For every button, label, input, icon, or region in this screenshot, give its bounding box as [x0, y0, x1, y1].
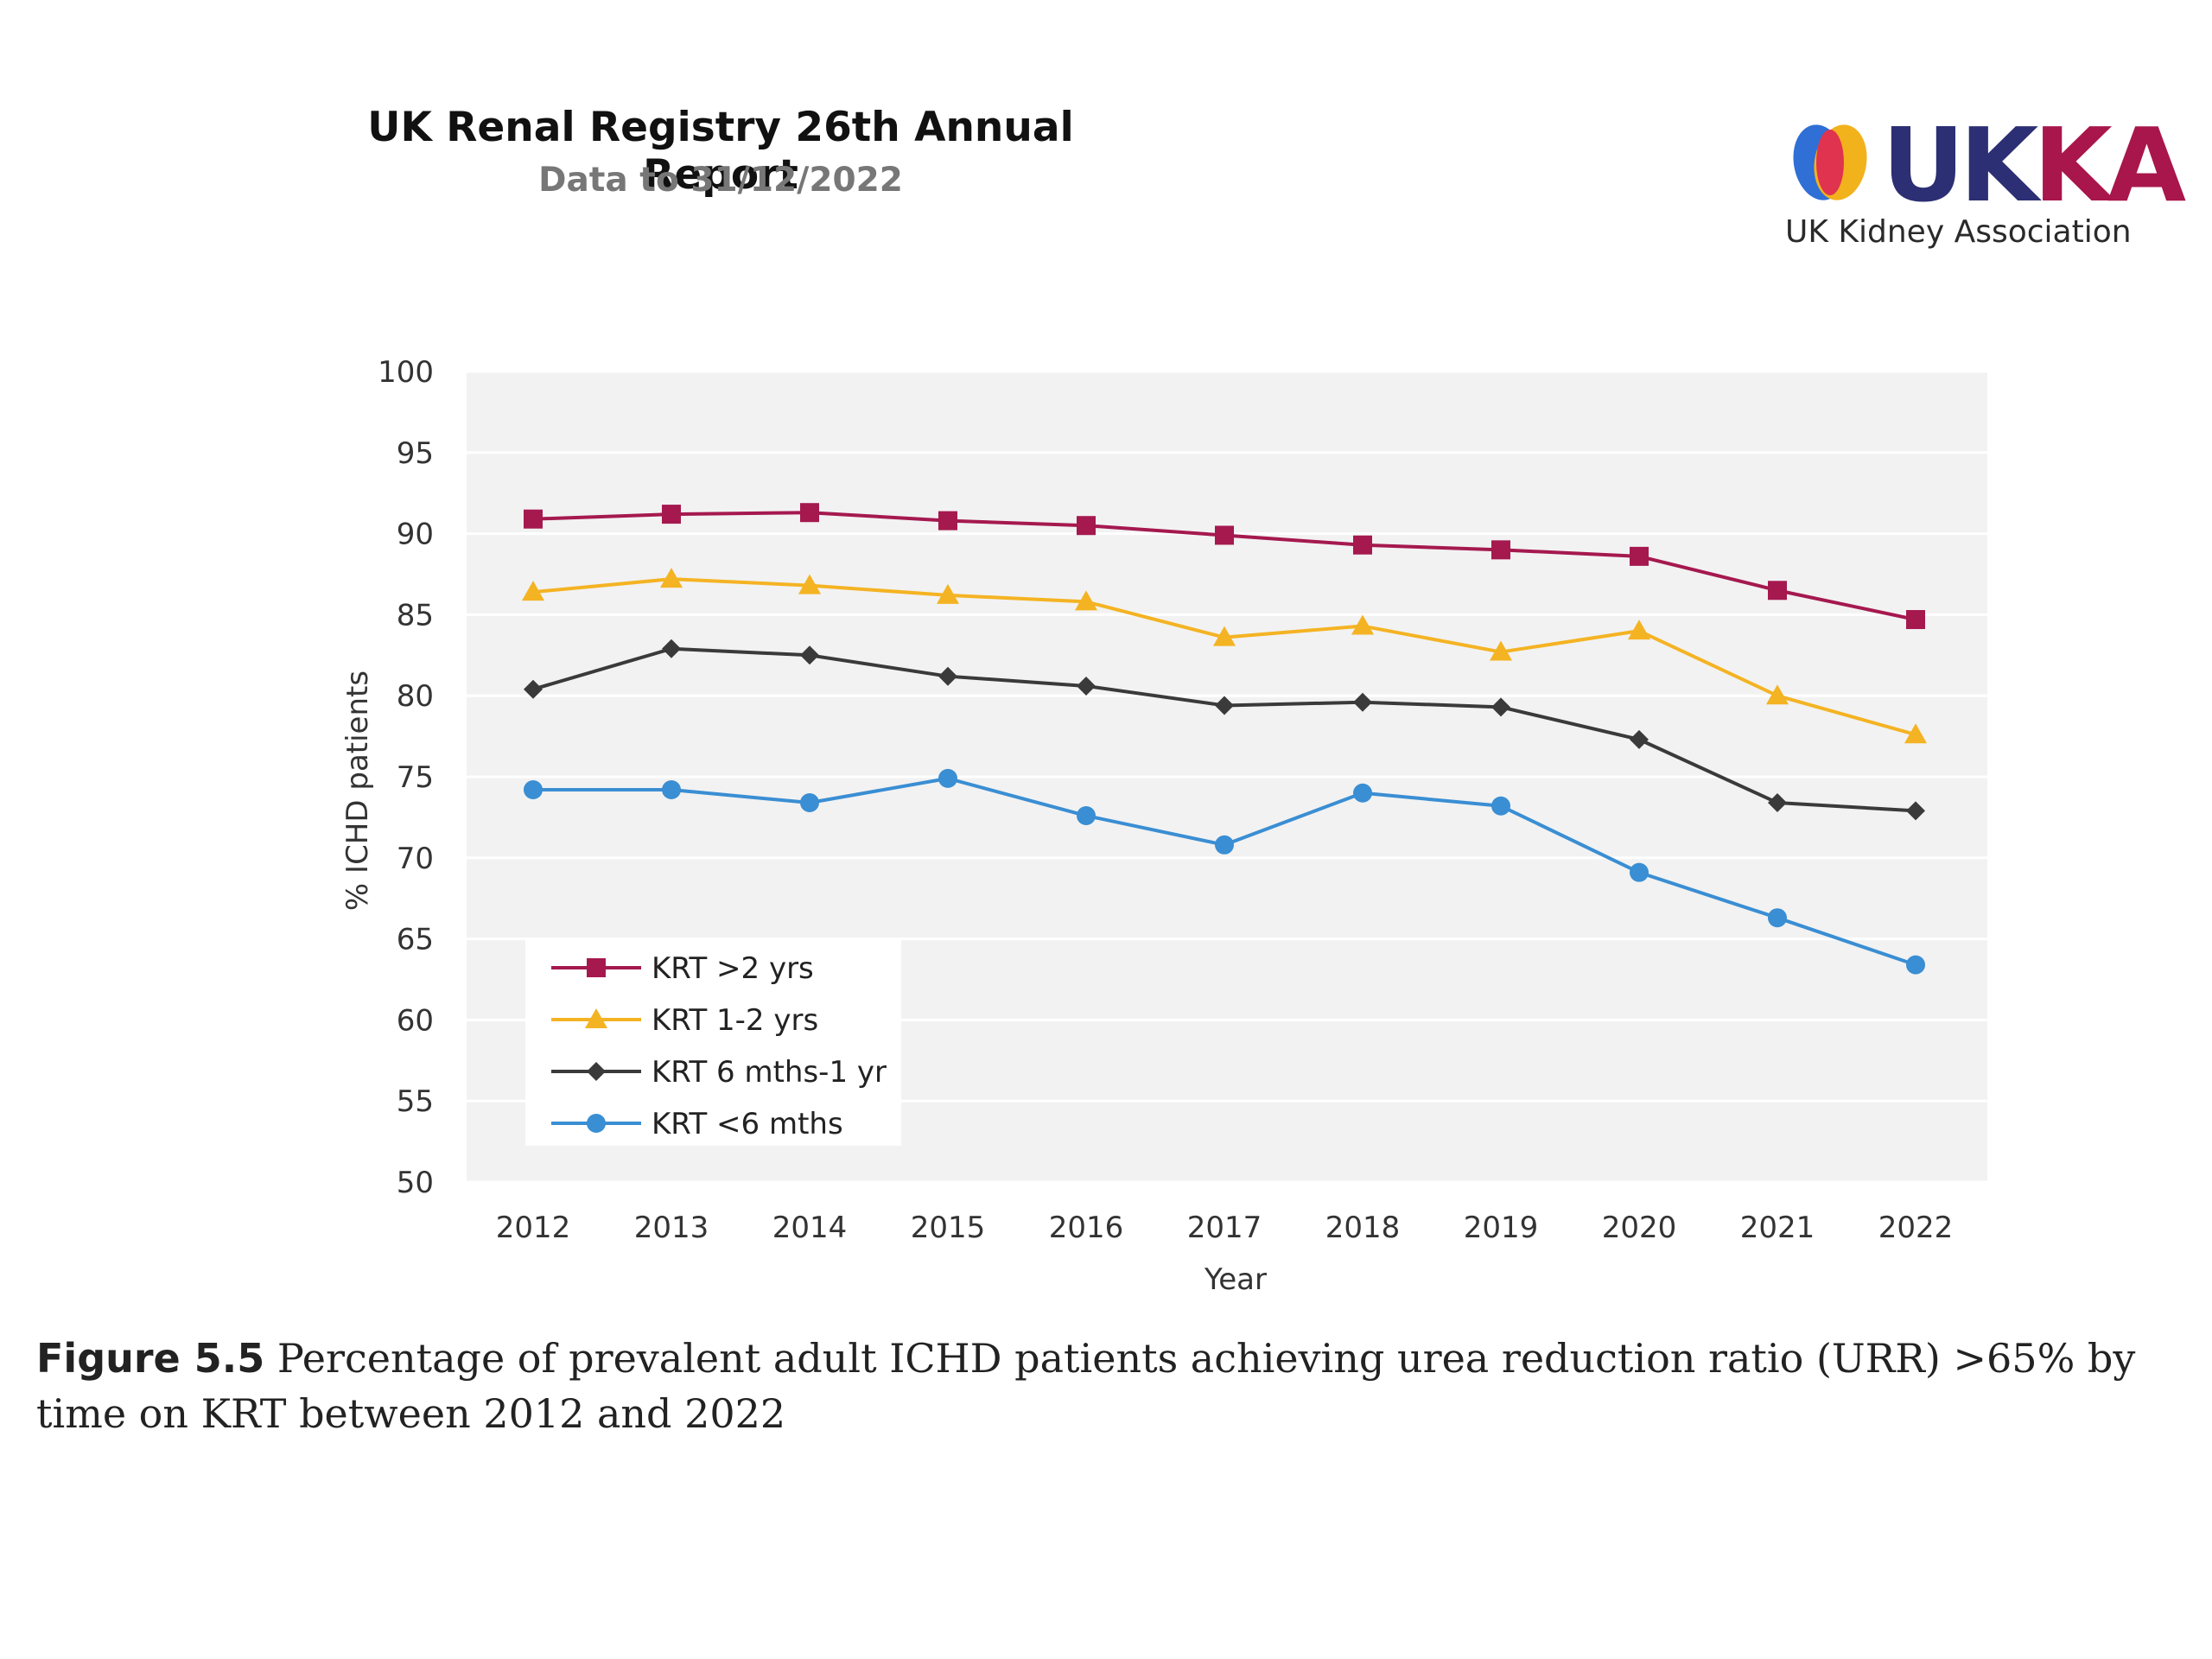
report-subtitle: Data to 31/12/2022: [538, 161, 903, 200]
legend-label: KRT >2 yrs: [652, 951, 814, 986]
legend: KRT >2 yrs KRT 1-2 yrs KRT 6 mths-1 yr KRT …: [525, 940, 901, 1146]
figure-label: Figure 5.5: [36, 1335, 265, 1382]
data-point: [524, 509, 543, 529]
series-3: [524, 639, 1925, 821]
data-point: [1215, 696, 1234, 715]
x-tick-label: 2015: [911, 1211, 986, 1245]
data-point: [1075, 590, 1097, 611]
y-tick-label: 90: [397, 518, 434, 552]
x-tick-label: 2020: [1602, 1211, 1677, 1245]
ukka-tagline: UK Kidney Association: [1785, 214, 2132, 250]
data-point: [1766, 684, 1789, 705]
y-tick-label: 70: [397, 842, 434, 876]
data-point: [1491, 796, 1510, 816]
data-point: [938, 666, 957, 686]
data-point: [1630, 546, 1649, 566]
data-point: [1906, 610, 1925, 630]
data-point: [1077, 676, 1096, 696]
legend-swatch-marker: [587, 1062, 606, 1081]
data-point: [938, 511, 957, 531]
data-point: [1768, 581, 1787, 601]
legend-swatch-marker: [585, 1008, 607, 1028]
data-point: [1353, 783, 1372, 803]
ukka-logo: UKKA UK Kidney Association: [1780, 105, 2186, 266]
data-point: [1904, 723, 1927, 744]
y-tick-label: 85: [397, 598, 434, 632]
x-tick-label: 2018: [1325, 1211, 1401, 1245]
y-axis-label: % ICHD patients: [340, 671, 375, 911]
x-tick-label: 2013: [634, 1211, 709, 1245]
data-point: [1077, 806, 1096, 826]
y-tick-label: 75: [397, 760, 434, 795]
ukka-logo-mark-icon: [1793, 124, 1867, 200]
x-axis-label: Year: [1204, 1262, 1267, 1297]
series-1: [524, 503, 1925, 630]
data-point: [1768, 793, 1787, 813]
legend-swatch-marker: [587, 958, 606, 977]
data-point: [662, 505, 681, 524]
data-point: [1215, 835, 1234, 855]
data-point: [1491, 697, 1510, 717]
series-lines: [522, 503, 1927, 975]
data-point: [1351, 614, 1374, 635]
y-tick-label: 95: [397, 436, 434, 471]
data-point: [660, 568, 683, 588]
x-tick-label: 2014: [772, 1211, 848, 1245]
y-tick-label: 80: [397, 679, 434, 714]
x-tick-labels: 2012 2013 2014 2015 2016 2017 2018 2019 2020 2021…: [496, 1211, 1954, 1245]
ukka-wordmark-ka: KA: [2033, 105, 2186, 225]
x-tick-label: 2021: [1740, 1211, 1815, 1245]
x-tick-label: 2016: [1049, 1211, 1124, 1245]
data-point: [1353, 535, 1372, 555]
x-tick-label: 2017: [1187, 1211, 1262, 1245]
y-tick-label: 60: [397, 1003, 434, 1038]
data-point: [937, 583, 959, 604]
data-point: [1490, 640, 1512, 661]
data-point: [798, 574, 821, 594]
data-point: [524, 679, 543, 699]
y-tick-label: 50: [397, 1166, 434, 1200]
data-point: [1353, 692, 1372, 712]
legend-label: KRT <6 mths: [652, 1107, 843, 1141]
data-point: [1213, 626, 1236, 646]
data-point: [1628, 620, 1650, 640]
data-point: [938, 768, 957, 788]
data-point: [1906, 801, 1925, 821]
legend-swatch-marker: [587, 1114, 606, 1133]
data-point: [1768, 908, 1787, 928]
x-tick-label: 2012: [496, 1211, 571, 1245]
series-4: [524, 768, 1925, 975]
x-tick-label: 2019: [1464, 1211, 1539, 1245]
data-point: [662, 780, 681, 800]
y-tick-labels: 50 55 60 65 70 75 80 85 90 95 100: [378, 355, 434, 1200]
data-point: [1077, 516, 1096, 536]
y-tick-label: 65: [397, 923, 434, 957]
figure-caption: Figure 5.5 Percentage of prevalent adult…: [36, 1331, 2188, 1441]
data-point: [522, 581, 544, 601]
legend-label: KRT 6 mths-1 yr: [652, 1055, 887, 1090]
data-point: [1215, 525, 1234, 545]
ukka-wordmark: UKKA: [1882, 105, 2186, 225]
y-tick-label: 55: [397, 1084, 434, 1119]
y-tick-label: 100: [378, 355, 434, 390]
report-title: UK Renal Registry 26th Annual Report: [367, 104, 1074, 199]
series-2: [522, 568, 1927, 744]
data-point: [662, 639, 681, 658]
data-point: [1491, 540, 1510, 560]
legend-label: KRT 1-2 yrs: [652, 1003, 818, 1038]
data-point: [524, 780, 543, 800]
data-point: [800, 793, 819, 813]
ukka-wordmark-uk: UK: [1882, 105, 2038, 225]
data-point: [1630, 862, 1649, 882]
data-point: [1906, 955, 1925, 975]
data-point: [800, 503, 819, 523]
gridlines: [467, 370, 1987, 1184]
x-tick-label: 2022: [1878, 1211, 1954, 1245]
data-point: [800, 645, 819, 665]
figure-caption-text: Percentage of prevalent adult ICHD patie…: [36, 1335, 2136, 1437]
data-point: [1630, 729, 1649, 749]
